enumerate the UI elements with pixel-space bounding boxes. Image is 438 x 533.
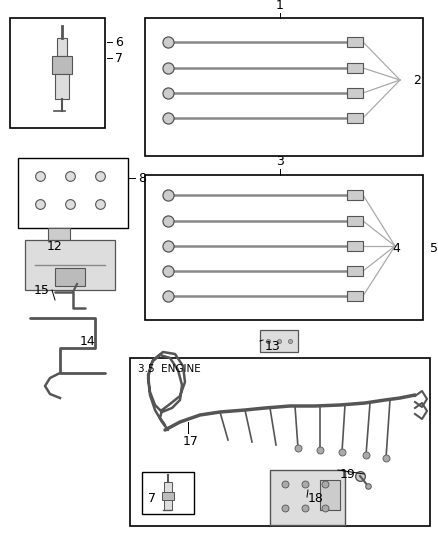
- Bar: [164, 482, 172, 492]
- Text: 7: 7: [148, 492, 155, 505]
- Bar: [346, 266, 362, 276]
- Bar: [130, 358, 429, 526]
- Bar: [346, 113, 362, 123]
- Bar: [346, 291, 362, 301]
- Text: 2: 2: [412, 74, 420, 86]
- Text: 15: 15: [34, 284, 50, 296]
- Text: 12: 12: [47, 240, 63, 253]
- Bar: [346, 216, 362, 226]
- Bar: [57, 38, 67, 56]
- Bar: [346, 190, 362, 200]
- Text: 6: 6: [115, 36, 123, 49]
- Bar: [259, 330, 297, 352]
- Bar: [10, 18, 105, 128]
- Bar: [145, 175, 422, 320]
- Text: 13: 13: [265, 340, 280, 353]
- Bar: [319, 480, 339, 510]
- Bar: [346, 241, 362, 251]
- Bar: [346, 37, 362, 47]
- Bar: [55, 268, 85, 286]
- Text: 5: 5: [429, 241, 437, 254]
- Bar: [162, 492, 173, 500]
- Text: 14: 14: [80, 335, 95, 348]
- Bar: [52, 56, 72, 74]
- Bar: [55, 74, 69, 99]
- Bar: [25, 240, 115, 290]
- Text: 7: 7: [115, 52, 123, 64]
- Text: 18: 18: [307, 492, 323, 505]
- Bar: [141, 472, 194, 514]
- Text: 3: 3: [276, 155, 283, 168]
- Text: 17: 17: [183, 435, 198, 448]
- Bar: [346, 88, 362, 98]
- Bar: [18, 158, 128, 228]
- Bar: [145, 18, 422, 156]
- Text: 19: 19: [339, 468, 355, 481]
- Bar: [346, 63, 362, 73]
- Text: 4: 4: [391, 241, 399, 254]
- Bar: [269, 470, 344, 525]
- Bar: [48, 228, 70, 244]
- Text: 1: 1: [276, 0, 283, 12]
- Text: 3.5  ENGINE: 3.5 ENGINE: [138, 364, 200, 374]
- Text: 8: 8: [138, 172, 146, 184]
- Bar: [164, 500, 172, 510]
